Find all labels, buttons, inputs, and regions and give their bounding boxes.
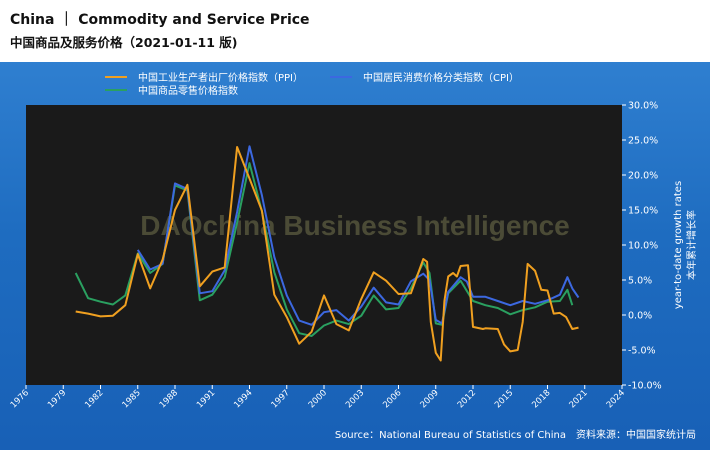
y-tick-label: 5.0% — [628, 276, 652, 287]
series-layer — [74, 145, 580, 362]
legend-label-ppi: 中国工业生产者出厂价格指数（PPI） — [138, 71, 303, 84]
x-tick-label: 2024 — [605, 388, 627, 410]
x-tick-label: 2000 — [307, 388, 329, 410]
x-tick-label: 2015 — [493, 388, 515, 410]
x-tick-label: 2009 — [418, 388, 440, 410]
y-tick-label: -5.0% — [628, 346, 656, 357]
y-tick-label: 25.0% — [628, 136, 658, 147]
x-tick-label: 2003 — [344, 388, 366, 410]
x-tick-label: 2021 — [567, 388, 589, 410]
x-tick-label: 2006 — [381, 388, 403, 410]
x-tick-label: 1982 — [83, 388, 105, 410]
x-axis: 1976 1979 1982 1985 1988 1991 1994 1997 2000 2003… — [9, 385, 627, 410]
x-tick-label: 1988 — [158, 388, 180, 410]
x-tick-label: 1997 — [269, 388, 291, 410]
y-tick-label: 10.0% — [628, 241, 658, 252]
plot-area — [26, 105, 622, 385]
y-axis-title-cn: 本年累计增长率 — [685, 210, 698, 280]
x-tick-label: 1994 — [232, 388, 254, 410]
y-tick-label: 0.0% — [628, 311, 652, 322]
source-note: Source：National Bureau of Statistics of … — [334, 430, 696, 441]
header: China ｜ Commodity and Service Price 中国商品… — [0, 0, 710, 62]
legend: 中国工业生产者出厂价格指数（PPI） 中国居民消费价格分类指数（CPI） 中国商… — [105, 71, 519, 97]
y-axis: -10.0% -5.0% 0.0% 5.0% 10.0% 15.0% 20.0% 25.0% 3… — [622, 101, 662, 392]
y-axis-title-en: year-to-date growth rates — [673, 181, 684, 309]
series-line-cpi — [136, 145, 580, 326]
series-line-ppi — [75, 146, 579, 362]
x-tick-label: 2018 — [530, 388, 552, 410]
y-tick-label: 30.0% — [628, 101, 658, 112]
x-tick-label: 1979 — [46, 388, 68, 410]
y-tick-label: 20.0% — [628, 171, 658, 182]
x-tick-label: 2012 — [456, 388, 478, 410]
legend-label-retail: 中国商品零售价格指数 — [138, 84, 238, 97]
page-title: China ｜ Commodity and Service Price — [10, 12, 310, 28]
watermark: DAOchina Business Intelligence — [140, 210, 569, 241]
page-subtitle: 中国商品及服务价格（2021-01-11 版) — [10, 35, 238, 50]
x-tick-label: 1976 — [9, 388, 31, 410]
x-tick-label: 1991 — [195, 388, 217, 410]
y-tick-label: -10.0% — [628, 381, 662, 392]
x-tick-label: 1985 — [120, 388, 142, 410]
legend-label-cpi: 中国居民消费价格分类指数（CPI） — [363, 71, 519, 84]
y-tick-label: 15.0% — [628, 206, 658, 217]
